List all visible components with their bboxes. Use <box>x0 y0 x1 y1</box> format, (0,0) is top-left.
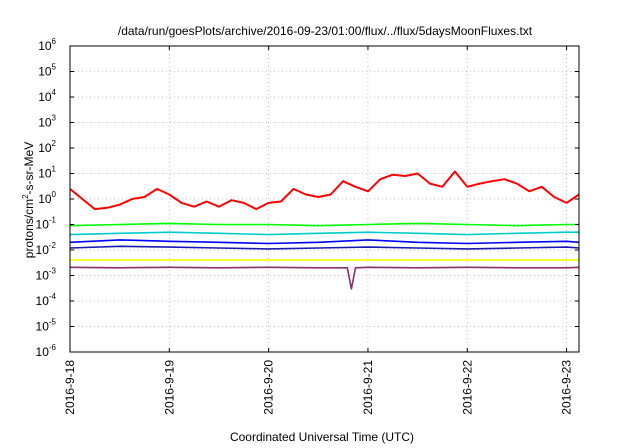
series-line-1 <box>69 170 580 211</box>
y-tick-label: 10-2 <box>36 241 57 257</box>
x-axis: 2016-9-18 2016-9-19 2016-9-20 2016-9-21 2016… <box>63 46 574 415</box>
x-tick-label: 2016-9-18 <box>63 360 77 415</box>
y-axis-label: protons/cm2-s-sr-MeV <box>21 142 36 258</box>
series-layer <box>69 170 580 290</box>
x-tick-label: 2016-9-20 <box>262 360 276 415</box>
y-tick-label: 101 <box>38 165 56 181</box>
x-tick-label: 2016-9-22 <box>460 360 474 415</box>
y-tick-label: 10-4 <box>36 292 57 308</box>
y-axis-label-rest: -s-sr-MeV <box>22 142 36 195</box>
series-line-4 <box>69 239 580 245</box>
y-tick-label: 105 <box>38 63 56 79</box>
x-tick-label: 2016-9-23 <box>560 360 574 415</box>
series-line-7 <box>69 266 580 290</box>
y-tick-label: 10-1 <box>36 216 57 232</box>
series-line-5 <box>69 245 580 250</box>
x-axis-label: Coordinated Universal Time (UTC) <box>230 430 414 444</box>
y-tick-label: 106 <box>38 37 56 53</box>
x-tick-label: 2016-9-21 <box>361 360 375 415</box>
y-tick-label: 10-5 <box>36 318 57 334</box>
y-tick-label: 100 <box>38 190 56 206</box>
y-tick-label: 10-3 <box>36 267 57 283</box>
y-tick-label: 103 <box>38 114 56 130</box>
y-axis-label-sup: 2 <box>21 194 30 199</box>
series-line-2 <box>69 222 579 227</box>
grid <box>69 45 579 353</box>
y-axis-label-base: protons/cm <box>22 199 36 258</box>
y-tick-label: 104 <box>38 88 56 104</box>
y-tick-label: 10-6 <box>36 343 57 359</box>
y-tick-label: 102 <box>38 139 56 155</box>
series-line-3 <box>69 231 579 236</box>
x-tick-label: 2016-9-19 <box>162 360 176 415</box>
y-axis: 10-6 10-5 10-4 10-3 10-2 10-1 100 101 102 103 104 1… <box>36 37 579 359</box>
chart-title: /data/run/goesPlots/archive/2016-09-23/0… <box>118 24 533 38</box>
